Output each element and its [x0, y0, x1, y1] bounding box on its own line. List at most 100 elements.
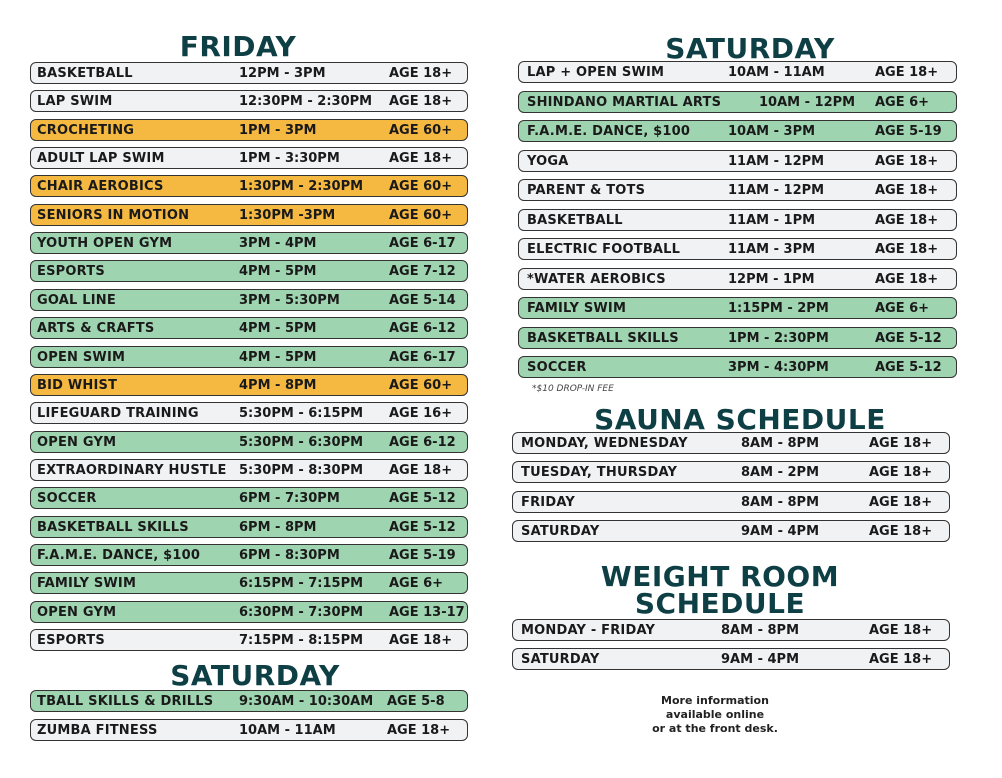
friday-row: BASKETBALL 12PM - 3PM AGE 18+: [30, 62, 468, 84]
saturday-right-title: SATURDAY: [665, 32, 835, 65]
activity-name: FAMILY SWIM: [37, 576, 137, 591]
time: 6:30PM - 7:30PM: [239, 605, 364, 620]
time: 4PM - 5PM: [239, 321, 317, 336]
time: 1PM - 3:30PM: [239, 151, 340, 166]
activity-name: ESPORTS: [37, 633, 105, 648]
time: 4PM - 5PM: [239, 350, 317, 365]
saturday-right-row: LAP + OPEN SWIM 10AM - 11AM AGE 18+: [518, 61, 957, 83]
sauna-row: MONDAY, WEDNESDAY 8AM - 8PM AGE 18+: [512, 432, 950, 454]
activity-name: ARTS & CRAFTS: [37, 321, 155, 336]
age: AGE 18+: [869, 465, 933, 480]
time: 6PM - 7:30PM: [239, 491, 340, 506]
age: AGE 18+: [389, 151, 453, 166]
saturday-right-row: FAMILY SWIM 1:15PM - 2PM AGE 6+: [518, 297, 957, 319]
time: 6:15PM - 7:15PM: [239, 576, 364, 591]
activity-name: FAMILY SWIM: [527, 301, 627, 316]
info-line: or at the front desk.: [652, 722, 778, 735]
activity-name: SOCCER: [527, 360, 587, 375]
friday-row: OPEN GYM 6:30PM - 7:30PM AGE 13-17: [30, 601, 468, 623]
friday-row: BASKETBALL SKILLS 6PM - 8PM AGE 5-12: [30, 516, 468, 538]
weight-room-title-line1: WEIGHT ROOM: [600, 560, 840, 593]
activity-name: ESPORTS: [37, 264, 105, 279]
time: 5:30PM - 6:15PM: [239, 406, 364, 421]
activity-name: BASKETBALL SKILLS: [527, 331, 679, 346]
age: AGE 18+: [875, 65, 939, 80]
activity-name: EXTRAORDINARY HUSTLE: [37, 463, 227, 478]
weight-room-title-line2: SCHEDULE: [634, 587, 806, 620]
activity-name: LAP SWIM: [37, 94, 113, 109]
age: AGE 18+: [387, 723, 451, 738]
age: AGE 6-17: [389, 350, 456, 365]
friday-row: LIFEGUARD TRAINING 5:30PM - 6:15PM AGE 16+: [30, 402, 468, 424]
time: 1PM - 3PM: [239, 123, 317, 138]
activity-name: MONDAY, WEDNESDAY: [521, 436, 688, 451]
activity-name: BID WHIST: [37, 378, 118, 393]
activity-name: PARENT & TOTS: [527, 183, 646, 198]
age: AGE 6-12: [389, 321, 456, 336]
age: AGE 60+: [389, 378, 453, 393]
time: 9AM - 4PM: [721, 652, 799, 667]
friday-row: SOCCER 6PM - 7:30PM AGE 5-12: [30, 487, 468, 509]
activity-name: LIFEGUARD TRAINING: [37, 406, 199, 421]
saturday-right-row: YOGA 11AM - 12PM AGE 18+: [518, 150, 957, 172]
time: 12:30PM - 2:30PM: [239, 94, 373, 109]
sauna-row: TUESDAY, THURSDAY 8AM - 2PM AGE 18+: [512, 461, 950, 483]
saturday-left-row: TBALL SKILLS & DRILLS 9:30AM - 10:30AM AGE…: [30, 690, 468, 712]
age: AGE 18+: [869, 524, 933, 539]
activity-name: ZUMBA FITNESS: [37, 723, 158, 738]
friday-row: ESPORTS 7:15PM - 8:15PM AGE 18+: [30, 629, 468, 651]
friday-row: FAMILY SWIM 6:15PM - 7:15PM AGE 6+: [30, 572, 468, 594]
time: 11AM - 3PM: [728, 242, 816, 257]
saturday-right-row: ELECTRIC FOOTBALL 11AM - 3PM AGE 18+: [518, 238, 957, 260]
friday-row: EXTRAORDINARY HUSTLE 5:30PM - 8:30PM AGE 1…: [30, 459, 468, 481]
age: AGE 5-12: [389, 520, 456, 535]
time: 4PM - 5PM: [239, 264, 317, 279]
friday-row: OPEN SWIM 4PM - 5PM AGE 6-17: [30, 346, 468, 368]
time: 10AM - 11AM: [728, 65, 825, 80]
age: AGE 18+: [875, 213, 939, 228]
age: AGE 7-12: [389, 264, 456, 279]
activity-name: CROCHETING: [37, 123, 135, 138]
friday-row: LAP SWIM 12:30PM - 2:30PM AGE 18+: [30, 90, 468, 112]
age: AGE 18+: [869, 623, 933, 638]
age: AGE 18+: [389, 94, 453, 109]
age: AGE 16+: [389, 406, 453, 421]
age: AGE 6+: [875, 95, 930, 110]
time: 12PM - 1PM: [728, 272, 815, 287]
time: 3PM - 5:30PM: [239, 293, 340, 308]
time: 3PM - 4PM: [239, 236, 317, 251]
time: 12PM - 3PM: [239, 66, 326, 81]
friday-row: CHAIR AEROBICS 1:30PM - 2:30PM AGE 60+: [30, 175, 468, 197]
age: AGE 18+: [875, 154, 939, 169]
age: AGE 5-14: [389, 293, 456, 308]
time: 11AM - 12PM: [728, 183, 825, 198]
friday-row: OPEN GYM 5:30PM - 6:30PM AGE 6-12: [30, 431, 468, 453]
drop-in-fee-note: *$10 DROP-IN FEE: [532, 384, 614, 394]
saturday-right-row: SOCCER 3PM - 4:30PM AGE 5-12: [518, 356, 957, 378]
age: AGE 18+: [869, 436, 933, 451]
age: AGE 18+: [875, 183, 939, 198]
friday-row: ESPORTS 4PM - 5PM AGE 7-12: [30, 260, 468, 282]
age: AGE 60+: [389, 179, 453, 194]
age: AGE 6+: [389, 576, 444, 591]
time: 1PM - 2:30PM: [728, 331, 829, 346]
activity-name: OPEN GYM: [37, 435, 117, 450]
age: AGE 5-12: [875, 360, 942, 375]
activity-name: SATURDAY: [521, 652, 600, 667]
friday-row: BID WHIST 4PM - 8PM AGE 60+: [30, 374, 468, 396]
activity-name: ADULT LAP SWIM: [37, 151, 165, 166]
activity-name: ELECTRIC FOOTBALL: [527, 242, 681, 257]
weight-room-row: MONDAY - FRIDAY 8AM - 8PM AGE 18+: [512, 619, 950, 641]
activity-name: GOAL LINE: [37, 293, 116, 308]
time: 5:30PM - 8:30PM: [239, 463, 364, 478]
age: AGE 5-8: [387, 694, 445, 709]
weight-room-row: SATURDAY 9AM - 4PM AGE 18+: [512, 648, 950, 670]
activity-name: SATURDAY: [521, 524, 600, 539]
time: 8AM - 8PM: [721, 623, 799, 638]
sauna-row: SATURDAY 9AM - 4PM AGE 18+: [512, 520, 950, 542]
saturday-right-row: F.A.M.E. DANCE, $100 10AM - 3PM AGE 5-19: [518, 120, 957, 142]
info-line: available online: [665, 708, 765, 721]
time: 8AM - 8PM: [741, 495, 819, 510]
activity-name: SENIORS IN MOTION: [37, 208, 190, 223]
time: 10AM - 11AM: [239, 723, 336, 738]
